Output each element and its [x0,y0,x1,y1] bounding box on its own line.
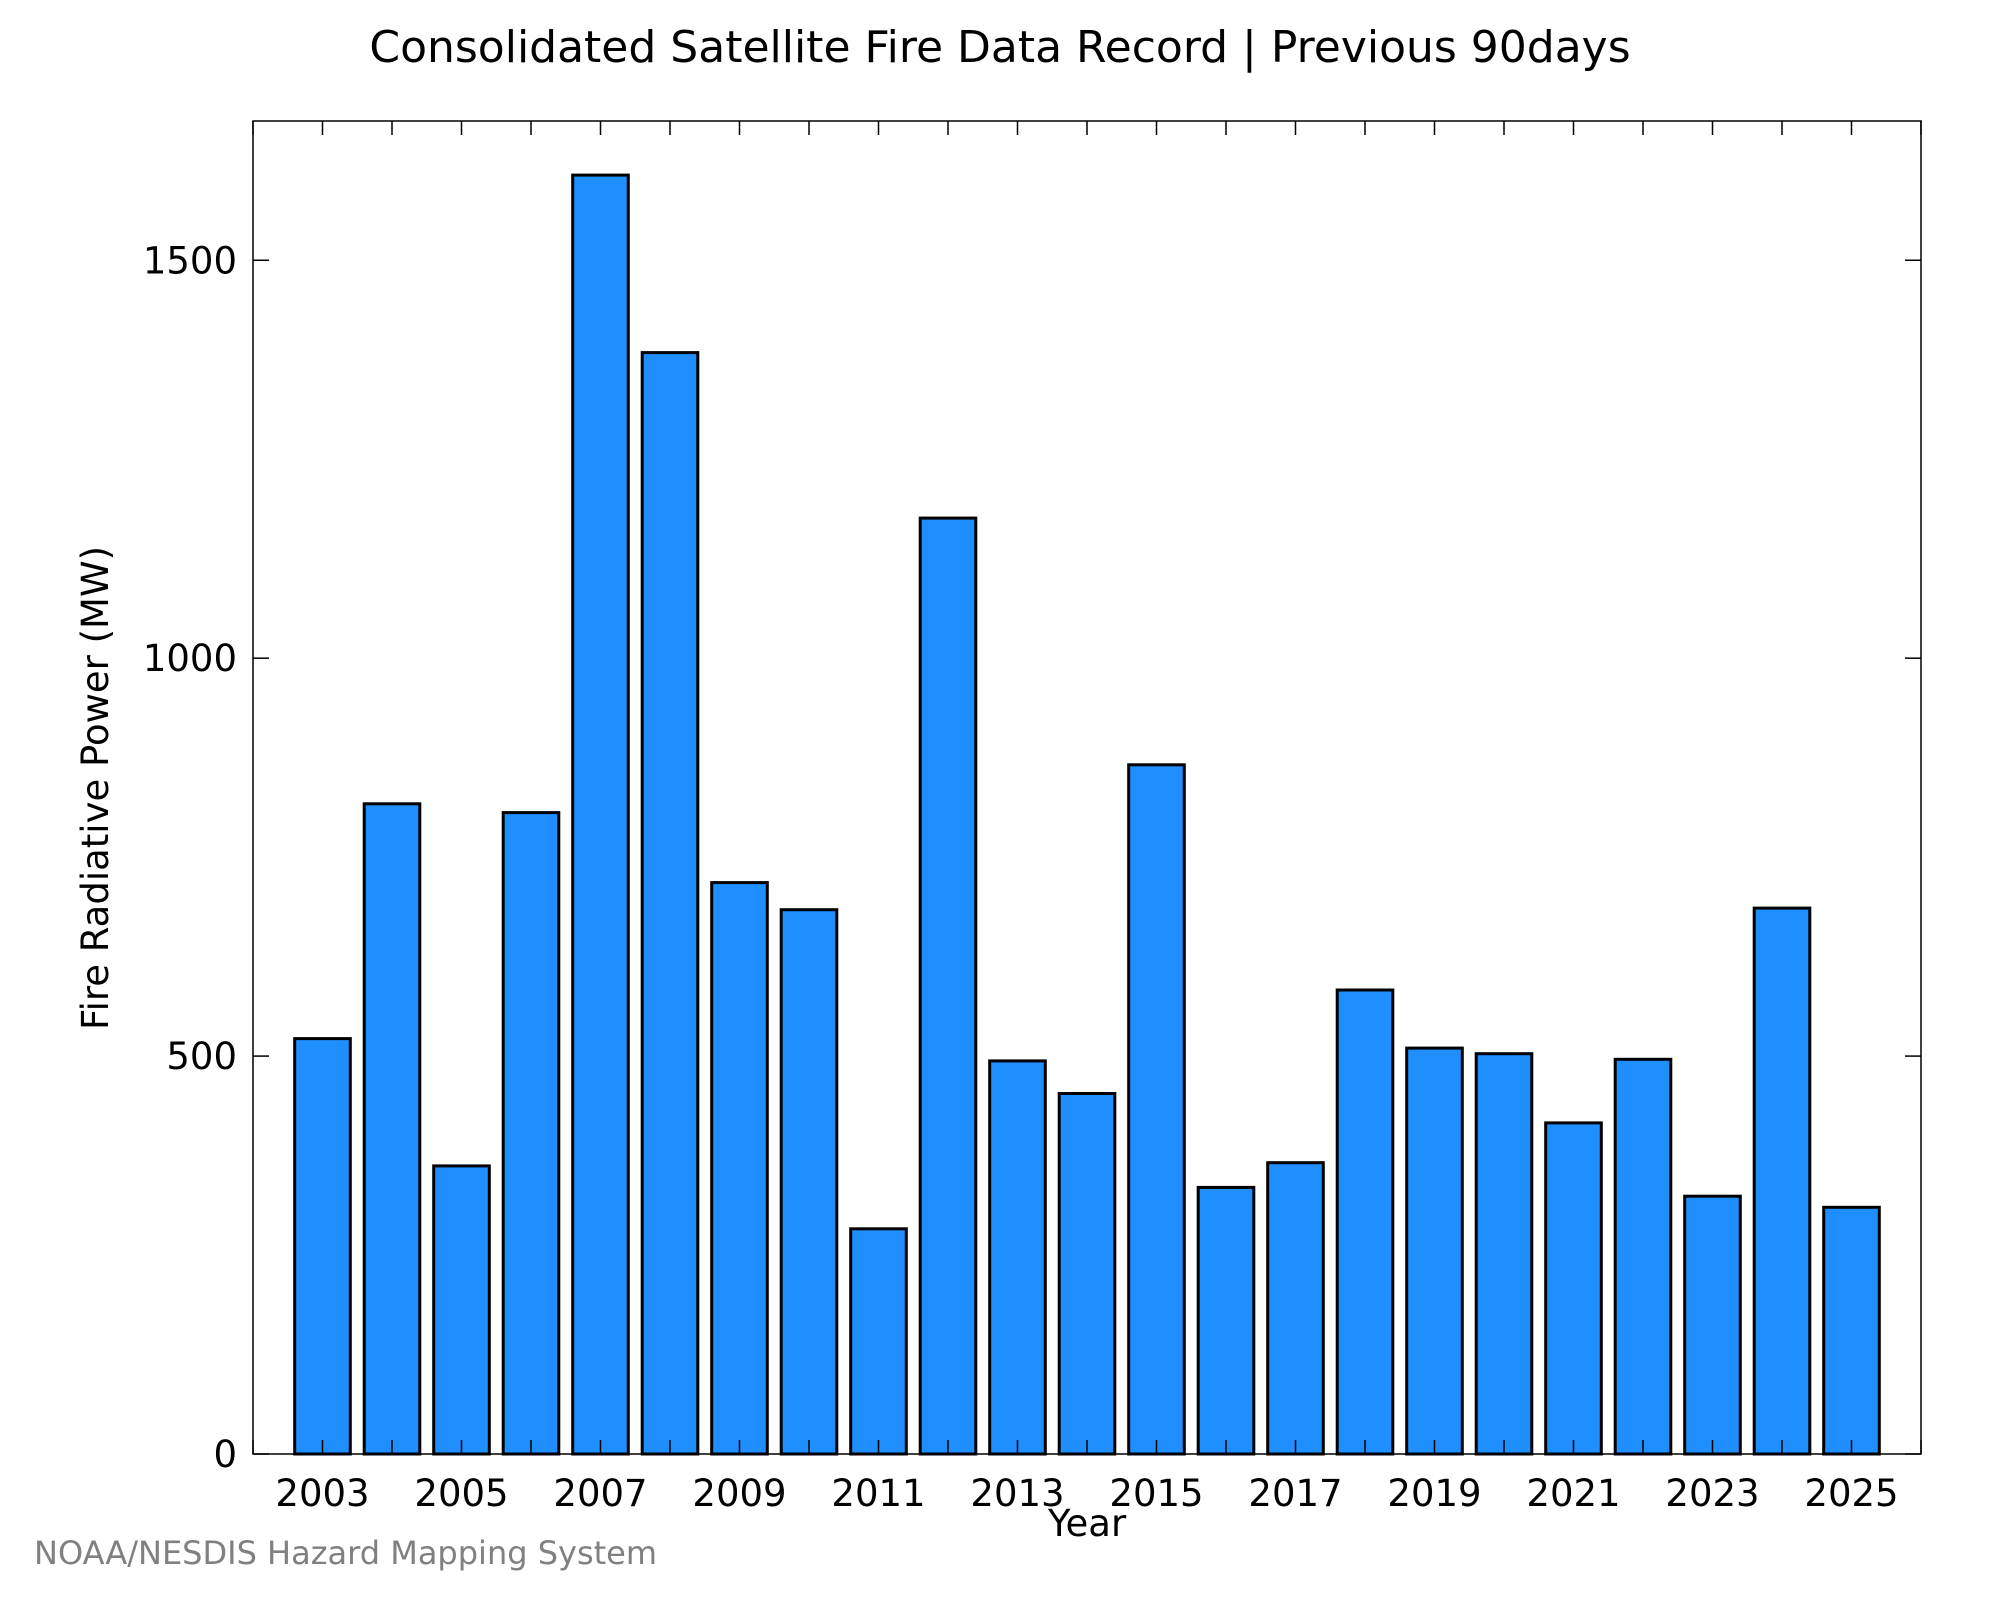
bar-2008 [640,351,700,1456]
bar-2004 [362,802,422,1456]
bar-2011 [849,1227,908,1456]
x-tick-label-2021: 2021 [1526,1472,1620,1515]
bar-2003 [293,1037,352,1456]
x-tick-label-2005: 2005 [414,1472,508,1515]
y-tick-label-1000: 1000 [143,637,237,680]
x-tick-label-2015: 2015 [1109,1472,1203,1515]
x-tick-label-2007: 2007 [553,1472,647,1515]
y-tick-label-0: 0 [213,1433,237,1476]
bar-2005 [432,1164,491,1456]
bar-2012 [918,516,978,1456]
x-tick-label-2003: 2003 [275,1472,369,1515]
x-tick-label-2019: 2019 [1387,1472,1481,1515]
bar-2007 [571,173,630,1456]
bar-2024 [1752,906,1812,1456]
bar-2020 [1474,1052,1534,1456]
bar-2014 [1057,1092,1117,1456]
bar-2010 [779,908,839,1456]
credit-text: NOAA/NESDIS Hazard Mapping System [34,1534,658,1572]
x-tick-label-2017: 2017 [1248,1472,1342,1515]
bar-2021 [1544,1121,1603,1456]
x-axis-label: Year [1047,1502,1127,1545]
y-axis-label: Fire Radiative Power (MW) [74,546,117,1030]
y-tick-label-1500: 1500 [143,239,237,282]
chart-title: Consolidated Satellite Fire Data Record … [369,22,1631,73]
bar-2009 [710,881,769,1456]
bars-layer [293,173,1881,1456]
bar-2006 [501,811,561,1456]
bar-2015 [1127,763,1186,1456]
bar-2017 [1266,1161,1325,1456]
bar-2019 [1405,1046,1464,1456]
x-tick-label-2013: 2013 [970,1472,1064,1515]
x-tick-label-2009: 2009 [692,1472,786,1515]
x-tick-label-2023: 2023 [1665,1472,1759,1515]
ticks-layer: 2003 2005 2007 2009 2011 2013 2015 2017 2019 2021… [143,121,1922,1515]
x-tick-label-2025: 2025 [1804,1472,1898,1515]
y-tick-label-500: 500 [166,1035,237,1078]
x-tick-label-2011: 2011 [831,1472,925,1515]
bar-2018 [1335,988,1395,1456]
bar-2013 [988,1059,1047,1456]
bar-2022 [1613,1057,1673,1456]
bar-2016 [1196,1185,1256,1456]
bar-2023 [1683,1194,1742,1456]
bar-2025 [1822,1205,1881,1456]
